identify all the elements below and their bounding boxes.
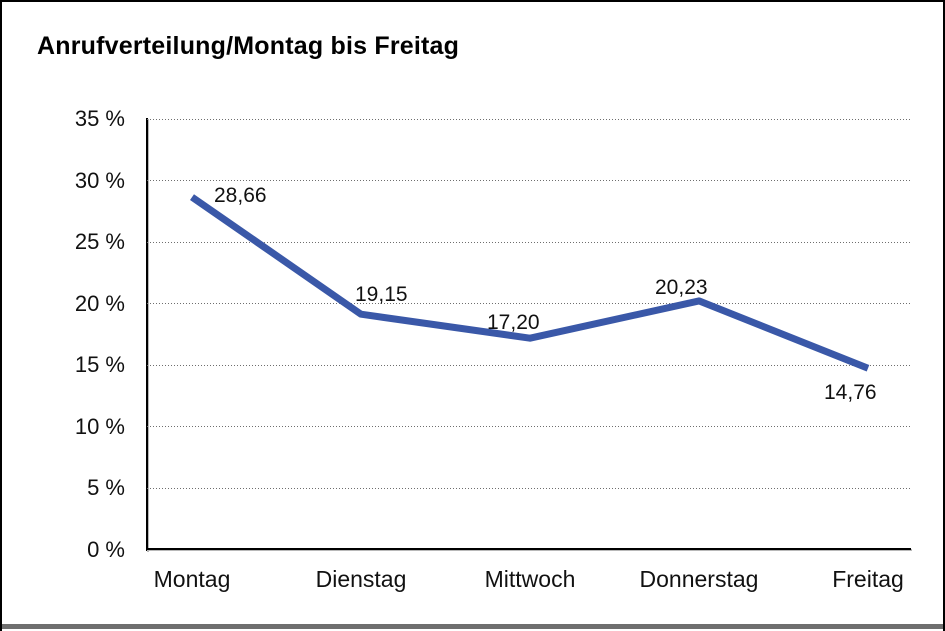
gridline xyxy=(147,118,910,120)
gridline xyxy=(147,241,910,243)
series-line xyxy=(190,194,870,372)
y-axis-line xyxy=(146,118,148,551)
y-tick-label: 15 % xyxy=(74,352,125,378)
x-tick-label: Dienstag xyxy=(315,566,407,592)
series-line-svg xyxy=(190,194,870,372)
gridline xyxy=(147,426,910,428)
data-point-label: 28,66 xyxy=(214,184,267,208)
plot-area xyxy=(147,118,910,550)
x-tick-label: Mittwoch xyxy=(484,566,576,592)
y-tick-label: 5 % xyxy=(87,475,125,501)
data-point-label: 20,23 xyxy=(655,275,708,299)
y-tick-label: 20 % xyxy=(74,290,125,316)
gridline xyxy=(147,180,910,182)
x-axis-line xyxy=(146,548,911,550)
data-point-label: 17,20 xyxy=(487,311,540,335)
x-tick-label: Freitag xyxy=(832,566,904,592)
gridline xyxy=(147,364,910,366)
y-tick-label: 10 % xyxy=(74,413,125,439)
bottom-border-shade xyxy=(2,624,943,629)
gridline xyxy=(147,487,910,489)
data-point-label: 19,15 xyxy=(355,283,408,307)
y-tick-label: 35 % xyxy=(74,106,125,131)
y-tick-label: 25 % xyxy=(74,229,125,255)
x-tick-label: Donnerstag xyxy=(639,566,759,592)
data-point-label: 14,76 xyxy=(824,381,877,405)
y-tick-label: 0 % xyxy=(87,537,125,562)
x-tick-label: Montag xyxy=(153,566,231,592)
gridline xyxy=(147,303,910,305)
chart-title: Anrufverteilung/Montag bis Freitag xyxy=(37,32,460,60)
y-tick-label: 30 % xyxy=(74,167,125,193)
